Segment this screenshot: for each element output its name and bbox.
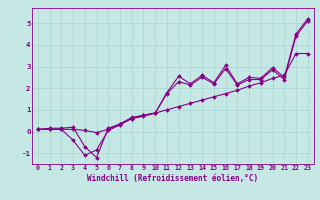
X-axis label: Windchill (Refroidissement éolien,°C): Windchill (Refroidissement éolien,°C): [87, 174, 258, 183]
